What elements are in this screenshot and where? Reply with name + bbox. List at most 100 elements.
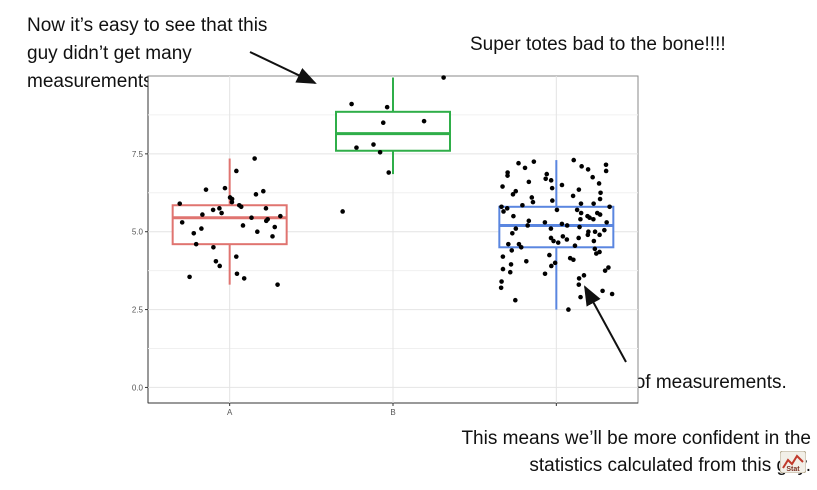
data-point xyxy=(249,215,254,220)
data-point xyxy=(591,238,597,244)
data-point xyxy=(500,184,505,189)
data-point xyxy=(571,257,576,263)
data-point xyxy=(606,265,611,270)
data-point xyxy=(559,221,565,227)
logo-mark: Stat xyxy=(779,450,807,474)
data-point xyxy=(511,213,516,219)
data-point xyxy=(576,187,582,192)
data-point xyxy=(597,232,602,238)
data-point xyxy=(578,216,583,222)
data-point xyxy=(592,246,598,252)
data-point xyxy=(529,195,535,200)
data-point xyxy=(501,209,506,214)
data-point xyxy=(548,178,554,183)
data-point xyxy=(513,297,518,303)
data-point xyxy=(542,220,548,225)
data-point xyxy=(238,204,244,210)
data-point xyxy=(263,218,269,224)
data-point xyxy=(234,271,240,277)
annotation-bottom-line-2: statistics calculated from this guy. xyxy=(529,455,811,476)
data-point xyxy=(593,251,599,256)
iqr-box xyxy=(335,110,451,152)
data-point xyxy=(524,259,529,264)
data-point xyxy=(598,190,603,196)
data-point xyxy=(597,196,603,202)
data-point xyxy=(591,216,596,222)
data-point xyxy=(253,192,259,197)
data-point xyxy=(600,288,605,294)
data-point xyxy=(505,173,510,178)
data-point xyxy=(543,176,548,182)
annotation-bottom: This means we’ll be more confident in th… xyxy=(411,425,811,479)
data-point xyxy=(571,157,577,163)
data-point xyxy=(555,240,561,245)
data-point xyxy=(498,285,504,291)
data-point xyxy=(522,165,528,171)
points xyxy=(177,75,615,312)
data-point xyxy=(548,226,554,231)
data-point xyxy=(509,248,515,253)
data-point xyxy=(603,168,609,174)
data-point xyxy=(229,199,235,205)
data-point xyxy=(500,254,506,259)
data-point xyxy=(550,198,555,203)
arrow-to-third-group xyxy=(584,285,627,363)
data-point xyxy=(380,120,386,126)
data-point xyxy=(548,235,554,241)
data-point xyxy=(520,202,525,208)
data-point xyxy=(222,185,228,191)
arrow-to-group-b xyxy=(249,51,317,84)
data-point xyxy=(513,188,519,194)
data-point xyxy=(577,224,582,230)
data-point xyxy=(585,167,591,172)
data-point xyxy=(255,229,260,235)
annotation-top: Super totes bad to the bone!!!! xyxy=(470,34,726,55)
data-point xyxy=(578,201,584,206)
data-point xyxy=(518,244,524,250)
data-point xyxy=(179,220,185,225)
data-point xyxy=(516,160,521,166)
data-point xyxy=(597,212,603,217)
data-point xyxy=(579,164,584,169)
data-point xyxy=(371,142,376,147)
data-point xyxy=(544,171,550,177)
data-point xyxy=(609,291,615,297)
data-point xyxy=(603,162,609,168)
data-point xyxy=(564,223,570,228)
data-point xyxy=(217,206,222,211)
data-point xyxy=(566,307,571,312)
data-point xyxy=(576,282,582,287)
data-point xyxy=(554,207,560,213)
iqr-box xyxy=(171,204,288,246)
data-point xyxy=(211,244,216,250)
x-tick-label: A xyxy=(227,408,233,417)
data-point xyxy=(576,235,581,241)
data-point xyxy=(278,213,283,219)
data-point xyxy=(559,182,565,188)
data-point xyxy=(510,230,515,236)
data-point xyxy=(191,230,197,236)
data-point xyxy=(551,238,556,244)
data-point xyxy=(219,210,224,216)
data-point xyxy=(510,192,516,197)
data-point xyxy=(602,268,608,273)
data-point xyxy=(234,168,239,174)
data-point xyxy=(590,174,595,180)
data-point xyxy=(549,263,554,269)
data-point xyxy=(270,234,275,239)
data-point xyxy=(233,254,239,259)
data-point xyxy=(504,206,510,211)
data-point xyxy=(272,224,278,230)
data-point xyxy=(547,252,552,258)
annotation-left: Now it’s easy to see that this guy didn’… xyxy=(27,12,327,96)
data-point xyxy=(507,269,513,275)
data-point xyxy=(574,207,580,213)
data-point xyxy=(508,262,514,267)
data-point xyxy=(199,226,204,231)
data-point xyxy=(604,220,609,225)
data-point xyxy=(596,181,602,186)
annotation-left-line-1: Now it’s easy to see that this xyxy=(27,15,268,36)
data-point xyxy=(500,266,506,272)
data-point xyxy=(210,207,216,213)
